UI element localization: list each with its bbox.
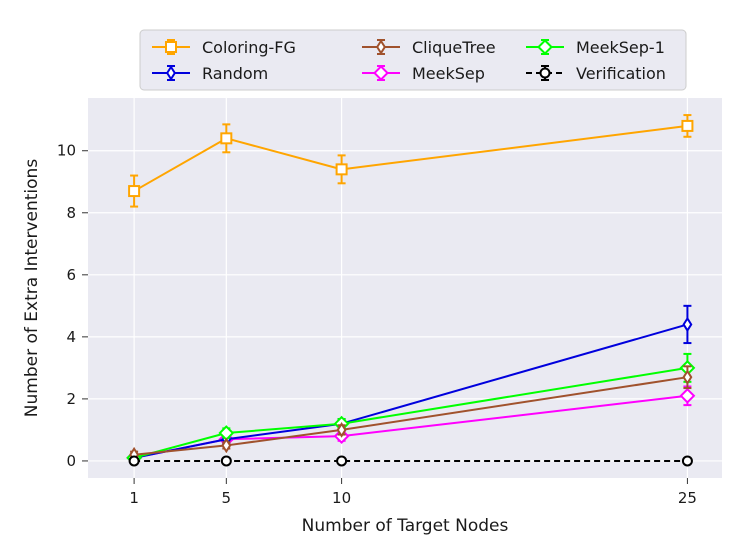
y-tick-label: 2 [66,390,76,408]
data-point [336,422,347,438]
x-tick-label: 10 [332,489,351,507]
legend-label: Random [202,64,268,83]
series-line [134,376,688,456]
legend-label: Coloring-FG [202,38,296,57]
legend-item: MeekSep-1 [526,38,665,57]
series-verification [128,455,693,467]
legend-item: MeekSep [362,64,485,83]
data-point [682,369,693,386]
x-tick-label: 5 [222,489,232,507]
legend-item: Verification [526,64,666,83]
series-layer [126,114,696,467]
series-coloring-fg [128,114,694,208]
legend-item: Random [152,64,268,83]
x-axis-label: Number of Target Nodes [302,516,509,536]
legend-swatch-marker [165,41,177,53]
legend-swatch-marker [376,39,386,55]
legend: Coloring-FG Random CliqueTree MeekSep MeekSe… [139,29,687,91]
data-point [681,119,694,132]
y-tick-label: 8 [66,204,76,222]
series-line [133,124,688,192]
data-point [681,455,693,467]
data-point [682,316,693,333]
x-tick-label: 25 [678,489,697,507]
y-tick-label: 0 [66,452,76,470]
data-point [128,185,141,198]
data-point [336,455,348,467]
legend-label: MeekSep [412,64,485,83]
x-tick-label: 1 [129,489,139,507]
data-point [679,387,696,404]
data-point [128,455,140,467]
x-axis-ticks: 1 5 10 25 [129,478,697,507]
y-axis-label: Number of Extra Interventions [22,159,42,418]
data-point [221,437,232,454]
legend-item: CliqueTree [362,38,496,57]
series-line [133,323,688,459]
data-point [220,455,232,467]
legend-label: MeekSep-1 [576,38,665,57]
series-cliquetree [129,365,693,463]
legend-swatch-marker [537,39,553,55]
data-point [335,163,348,176]
legend-swatch-marker [166,65,176,81]
legend-swatch-marker [373,65,389,81]
data-point [220,132,233,145]
y-axis-ticks: 0 2 4 6 8 10 [57,142,88,470]
legend-label: Verification [576,64,666,83]
legend-swatch-marker [539,67,551,79]
legend-label: CliqueTree [412,38,496,57]
legend-item: Coloring-FG [152,38,296,57]
series-line [133,366,688,459]
y-tick-label: 10 [57,142,76,160]
y-tick-label: 4 [66,328,76,346]
y-tick-label: 6 [66,266,76,284]
